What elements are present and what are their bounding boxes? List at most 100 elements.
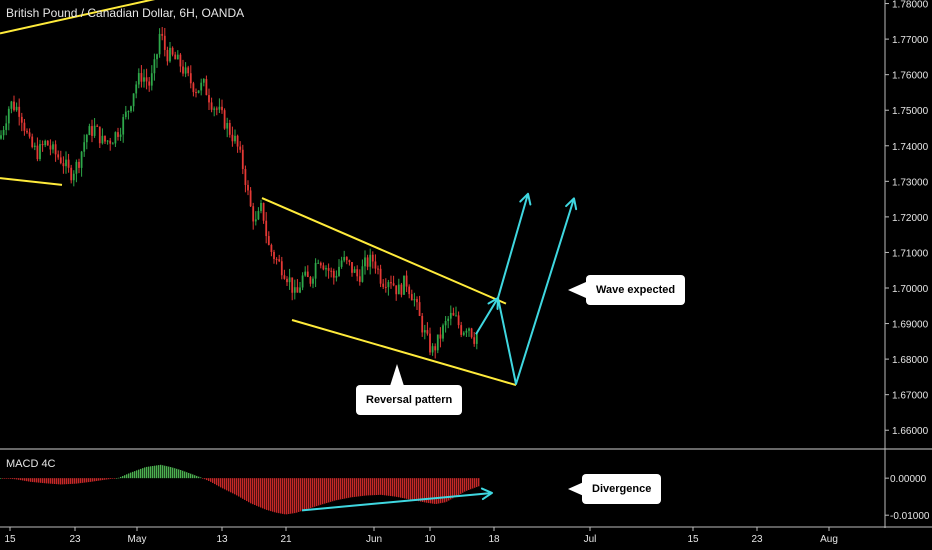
candle-body (395, 285, 398, 295)
macd-bar (66, 478, 68, 485)
candle-body (119, 134, 122, 137)
macd-bar (226, 478, 228, 491)
candle-body (444, 321, 447, 326)
candle-body (52, 144, 54, 150)
x-tick-label: Jun (366, 534, 382, 545)
candle-body (267, 236, 270, 245)
candle-body (143, 77, 145, 82)
macd-bar (230, 478, 232, 493)
candle-body (431, 346, 434, 353)
macd-bar (196, 475, 198, 479)
macd-bar (240, 478, 242, 498)
macd-bar (390, 478, 392, 497)
candle-body (223, 110, 226, 129)
macd-bar (14, 478, 16, 480)
macd-bar (398, 478, 400, 498)
macd-bar (182, 470, 184, 479)
macd-bar (432, 478, 434, 504)
price-pane (0, 0, 578, 387)
y-tick-label: 1.78000 (892, 0, 929, 11)
arrow-head (565, 197, 578, 211)
macd-bar (254, 478, 256, 506)
candle-body (36, 145, 39, 160)
candle-body (244, 169, 247, 185)
macd-bar (338, 478, 340, 500)
macd-bar (16, 478, 18, 480)
macd-y-tick-label: -0.01000 (890, 511, 930, 522)
macd-bar (326, 478, 328, 504)
macd-y-tick-label: 0.00000 (890, 474, 927, 485)
candle-body (361, 266, 364, 282)
macd-bar (426, 478, 428, 503)
macd-bar (64, 478, 66, 485)
candle-body (78, 161, 80, 168)
candle-body (106, 140, 109, 142)
macd-bar (106, 478, 108, 480)
y-tick-label: 1.70000 (892, 284, 929, 295)
candle-body (174, 54, 177, 60)
candle-body (65, 159, 67, 167)
macd-bar (24, 478, 26, 481)
macd-bar (328, 478, 330, 503)
candle-body (161, 33, 164, 36)
candle-body (169, 47, 171, 62)
candle-body (299, 287, 301, 293)
candle-body (283, 275, 286, 279)
chart-title: British Pound / Canadian Dollar, 6H, OAN… (6, 6, 245, 20)
macd-bar (62, 478, 64, 485)
macd-bar (56, 478, 58, 485)
macd-bar (234, 478, 236, 495)
x-tick-label: Aug (820, 534, 838, 545)
macd-bar (146, 466, 148, 479)
y-tick-label: 1.72000 (892, 213, 929, 224)
candle-body (28, 132, 31, 137)
macd-bar (320, 478, 322, 505)
macd-bar (468, 478, 470, 490)
arrow-head (519, 192, 532, 206)
macd-bar (284, 478, 286, 515)
candle-body (41, 144, 44, 146)
candle-body (356, 269, 359, 277)
candle-body (197, 90, 200, 93)
macd-bar (296, 478, 298, 513)
macd-bar (26, 478, 28, 482)
candle-body (205, 79, 208, 96)
candle-body (122, 117, 125, 135)
candle-body (234, 135, 236, 142)
macd-bar (136, 470, 138, 479)
projection-arrow (497, 193, 529, 299)
candle-body (221, 106, 223, 111)
macd-bar (124, 475, 126, 479)
macd-bar (104, 478, 106, 480)
macd-bar (356, 478, 358, 497)
candle-body (13, 101, 15, 111)
macd-bar (194, 475, 196, 479)
macd-bar (418, 478, 420, 502)
macd-bar (20, 478, 22, 481)
reversal-callout-pointer (390, 364, 404, 386)
candle-body (340, 260, 343, 267)
macd-bar (400, 478, 402, 498)
macd-bar (302, 478, 304, 511)
candle-body (358, 276, 361, 282)
x-tick-label: May (128, 534, 147, 545)
macd-bar (318, 478, 320, 506)
y-tick-label: 1.73000 (892, 177, 929, 188)
candle-body (130, 106, 132, 112)
candle-body (405, 275, 408, 287)
macd-bar (368, 478, 370, 496)
macd-bar (248, 478, 250, 503)
candle-body (54, 144, 57, 155)
macd-bar (172, 467, 174, 479)
macd-bar (386, 478, 388, 496)
macd-bar (276, 478, 278, 513)
macd-bar (406, 478, 408, 499)
macd-bar (392, 478, 394, 497)
candle-body (436, 334, 439, 351)
macd-bar (342, 478, 344, 499)
candle-body (132, 93, 135, 107)
candle-body (473, 337, 476, 344)
trendline (291, 319, 517, 387)
candle-body (403, 275, 405, 295)
